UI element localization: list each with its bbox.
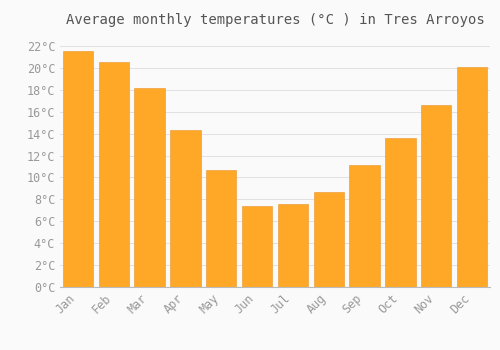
Bar [278, 204, 308, 287]
Title: Average monthly temperatures (°C ) in Tres Arroyos: Average monthly temperatures (°C ) in Tr… [66, 13, 484, 27]
Bar [170, 130, 200, 287]
Bar [314, 192, 344, 287]
Bar [98, 62, 129, 287]
Bar [62, 51, 93, 287]
Bar [350, 166, 380, 287]
Bar [385, 138, 416, 287]
Bar [242, 206, 272, 287]
Bar [421, 105, 452, 287]
Bar [457, 67, 488, 287]
Bar [134, 88, 165, 287]
Bar [206, 170, 236, 287]
